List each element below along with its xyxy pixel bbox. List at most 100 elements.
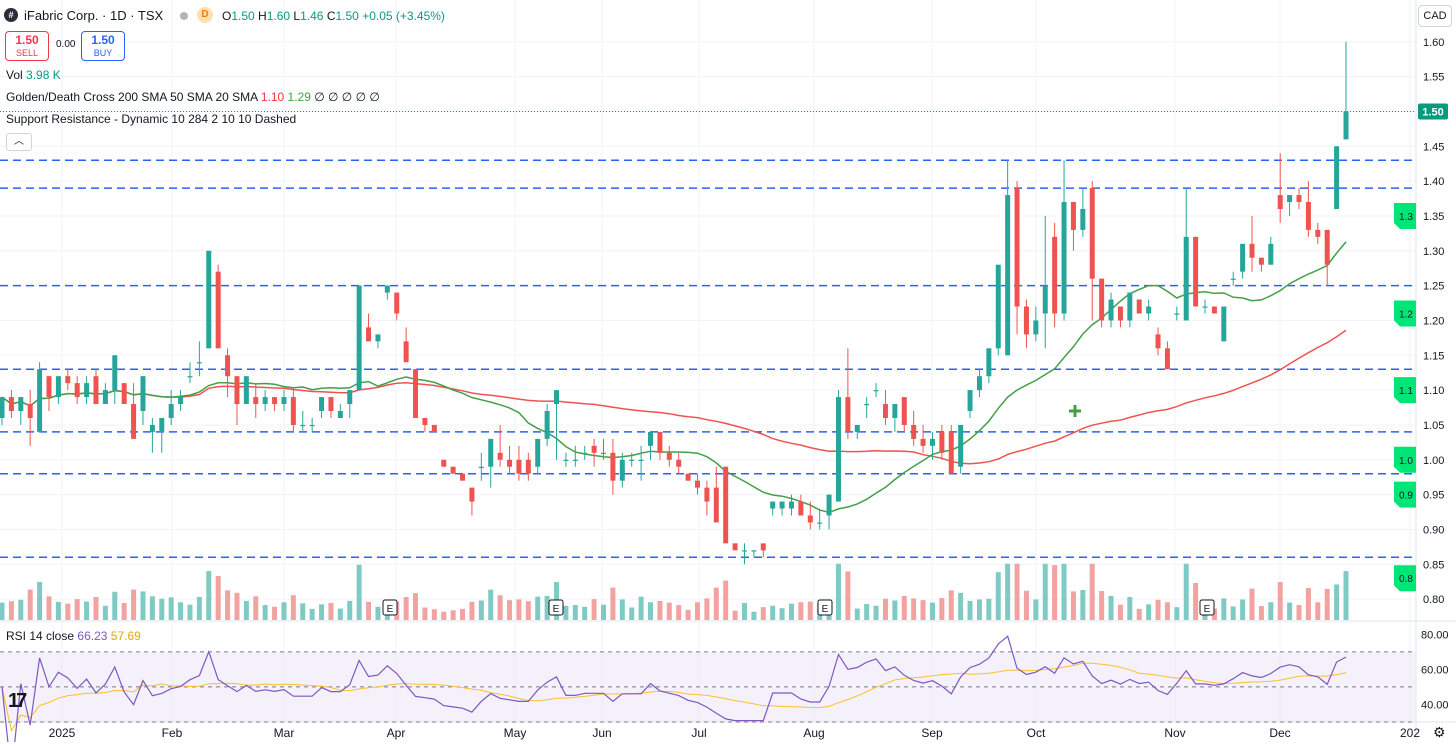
candle-body [723, 466, 729, 544]
volume-bar [648, 602, 654, 620]
currency-button[interactable]: CAD [1418, 5, 1452, 27]
volume-bar [149, 596, 155, 620]
price-axis-label: 1.45 [1423, 141, 1444, 153]
candle [262, 390, 268, 412]
candle-body [1127, 292, 1133, 321]
volume-bar [131, 589, 137, 620]
volume-bar [37, 581, 43, 620]
candle-body [375, 334, 381, 342]
volume-bar [591, 599, 597, 620]
volume-bar [1343, 571, 1349, 620]
price-axis-label: 1.55 [1423, 72, 1444, 84]
candle [1296, 188, 1302, 209]
volume-bar [1099, 591, 1105, 620]
candle-body [121, 383, 127, 405]
volume-bar [375, 606, 381, 620]
candle-body [488, 438, 494, 467]
candle-body [37, 369, 43, 432]
earnings-marker-label: E [553, 604, 560, 615]
sr-tag-label: 1.3 [1399, 212, 1413, 223]
candle-body [55, 376, 61, 398]
volume-bar [976, 599, 982, 620]
candle-body [554, 390, 560, 405]
candle-body [788, 501, 794, 509]
gear-icon[interactable]: ⚙ [1433, 724, 1446, 740]
symbol-title[interactable]: iFabric Corp. · 1D · TSX [24, 8, 164, 23]
candle-body [403, 341, 409, 363]
candle [234, 376, 240, 425]
volume-bar [74, 599, 80, 620]
cross-legend[interactable]: Golden/Death Cross 200 SMA 50 SMA 20 SMA… [6, 90, 380, 104]
candle-body [619, 459, 625, 481]
volume-bar [1315, 602, 1321, 620]
rsi-axis-label: 40.00 [1421, 699, 1449, 711]
candle-body [1268, 243, 1274, 265]
candle [187, 362, 193, 384]
sr-legend[interactable]: Support Resistance - Dynamic 10 284 2 10… [6, 112, 297, 126]
candle [450, 466, 456, 474]
candle-body [1099, 278, 1105, 321]
rsi-ma-line [1, 662, 1347, 733]
candle-body [582, 452, 588, 455]
candle [1089, 181, 1095, 321]
candle [1061, 160, 1067, 321]
candle [102, 383, 108, 405]
candle [55, 376, 61, 405]
candle [1343, 41, 1349, 140]
sell-button[interactable]: 1.50 SELL [5, 31, 49, 61]
candle-body [93, 376, 99, 405]
candle [46, 376, 52, 412]
rsi-legend[interactable]: RSI 14 close 66.23 57.69 [6, 629, 141, 643]
candle-body [206, 250, 212, 349]
time-axis-label: 202 [1400, 726, 1420, 740]
chevron-up-icon[interactable]: ︿ [6, 133, 32, 151]
volume-legend[interactable]: Vol 3.98 K [6, 68, 61, 82]
time-axis-label: Jul [691, 726, 706, 740]
candle-body [779, 501, 785, 509]
candle-body [807, 515, 813, 523]
candle [1108, 292, 1114, 328]
volume-bar [243, 600, 249, 620]
candle [976, 369, 982, 398]
volume-bar [760, 607, 766, 620]
candle-body [760, 543, 766, 551]
volume-bar [1193, 583, 1199, 620]
volume-bar [525, 601, 531, 620]
volume-bar [1117, 604, 1123, 620]
volume-bar [1164, 602, 1170, 620]
volume-bar [582, 606, 588, 620]
volume-bar [1014, 563, 1020, 620]
delayed-badge[interactable]: D [197, 7, 213, 23]
candle-body [309, 424, 315, 427]
volume-bar [272, 606, 278, 620]
volume-bar [507, 600, 513, 620]
candle-body [0, 397, 5, 418]
candle-body [713, 487, 719, 523]
volume-bar [516, 599, 522, 620]
candle [1183, 188, 1189, 321]
candle [422, 417, 428, 432]
candle-body [1014, 188, 1020, 307]
volume-bar [262, 605, 268, 620]
volume-bar [723, 580, 729, 620]
candle [253, 383, 259, 418]
buy-button[interactable]: 1.50 BUY [81, 31, 125, 61]
candle [948, 424, 954, 474]
sma50-line [1, 241, 1347, 514]
volume-bar [478, 600, 484, 620]
volume-bar [215, 576, 221, 620]
buy-label: BUY [93, 48, 113, 58]
volume-bar [1249, 588, 1255, 620]
candle [911, 411, 917, 446]
candle-body [1202, 306, 1208, 308]
volume-bar [46, 596, 52, 620]
candle [704, 480, 710, 516]
time-axis-label: Aug [803, 726, 824, 740]
candle [281, 390, 287, 412]
earnings-marker-label: E [822, 604, 829, 615]
candle [403, 327, 409, 363]
volume-bar [1146, 604, 1152, 620]
volume-bar [441, 611, 447, 620]
